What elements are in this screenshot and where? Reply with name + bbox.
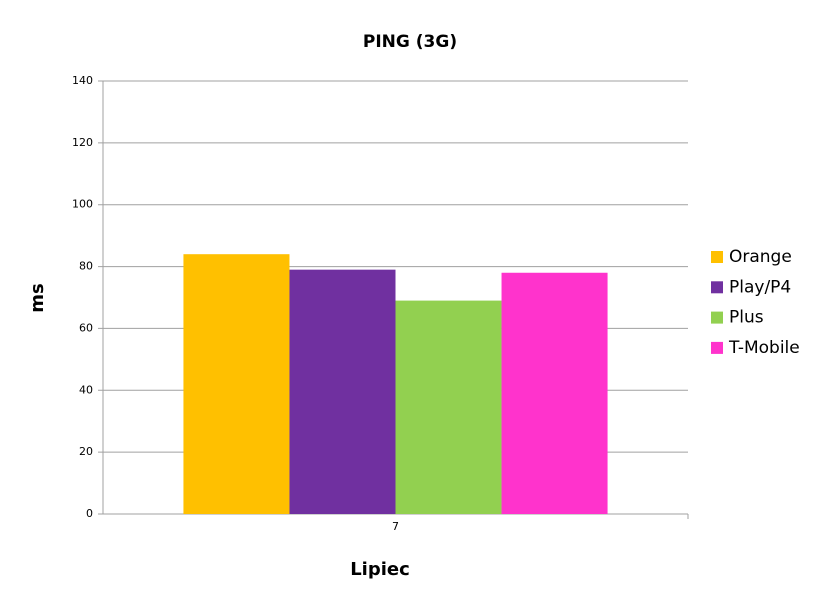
legend-swatch <box>711 281 723 294</box>
y-tick-label: 120 <box>72 136 93 149</box>
y-tick-label: 100 <box>72 198 93 211</box>
y-tick-label: 20 <box>79 445 93 458</box>
y-tick-label: 80 <box>79 260 93 273</box>
legend-label: T-Mobile <box>728 338 800 358</box>
legend-label: Plus <box>729 308 764 328</box>
legend-swatch <box>711 251 723 263</box>
y-tick-label: 140 <box>72 74 93 87</box>
legend-label: Play/P4 <box>729 277 791 297</box>
y-tick-label: 0 <box>86 507 93 520</box>
x-tick-label: 7 <box>392 520 399 533</box>
bar <box>289 269 396 514</box>
legend-label: Orange <box>729 247 792 267</box>
x-axis-label: Lipiec <box>350 559 410 580</box>
bar <box>395 300 502 514</box>
bar <box>501 272 608 514</box>
chart-title: PING (3G) <box>363 32 457 52</box>
legend-swatch <box>711 341 723 354</box>
y-axis-label: ms <box>27 283 48 312</box>
y-tick-label: 40 <box>79 383 93 396</box>
y-tick-label: 60 <box>79 321 93 334</box>
bar <box>183 254 290 514</box>
legend-swatch <box>711 311 723 324</box>
